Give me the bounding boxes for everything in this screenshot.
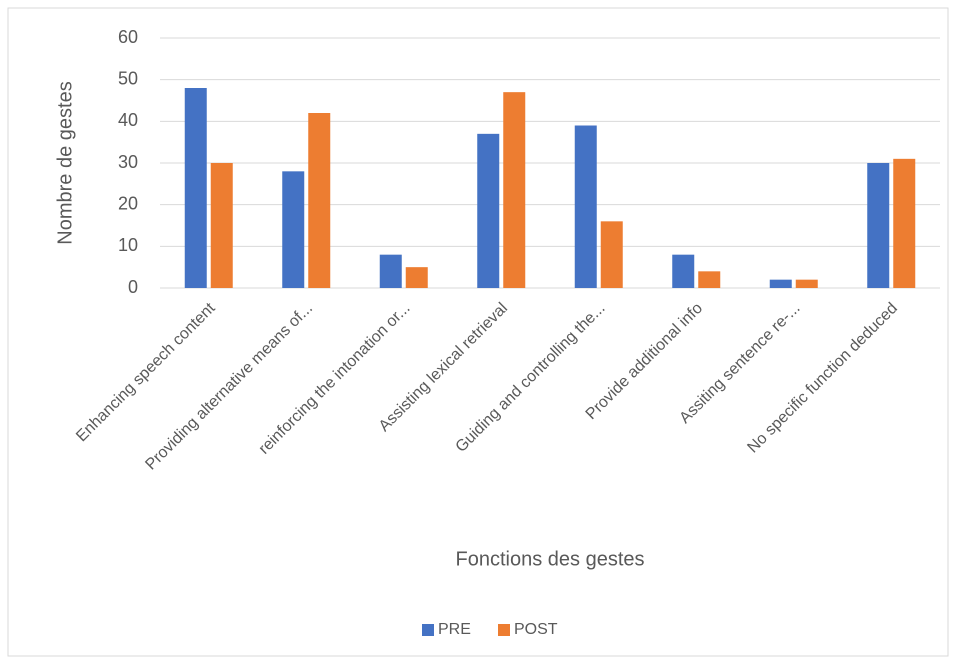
legend-label: PRE (438, 621, 471, 638)
bar (503, 92, 526, 289)
bar (379, 254, 402, 288)
y-tick-label: 50 (118, 68, 138, 88)
bar (574, 125, 597, 288)
legend-label: POST (514, 621, 558, 638)
x-axis-label: Fonctions des gestes (456, 548, 645, 570)
y-tick-label: 30 (118, 152, 138, 172)
bar (477, 133, 500, 288)
y-axis-label: Nombre de gestes (54, 81, 76, 244)
bar (600, 221, 623, 288)
y-tick-label: 10 (118, 235, 138, 255)
bar (893, 158, 916, 288)
y-tick-label: 0 (128, 277, 138, 297)
bar (282, 171, 305, 288)
bar (672, 254, 695, 288)
bar (405, 267, 428, 288)
y-tick-label: 40 (118, 110, 138, 130)
bar (184, 88, 207, 288)
chart-border (7, 7, 949, 657)
legend-swatch (498, 624, 510, 636)
y-tick-label: 60 (118, 27, 138, 47)
bar (795, 279, 818, 288)
bar (867, 163, 890, 288)
bar (698, 271, 721, 288)
bar (210, 163, 233, 288)
bar (769, 279, 792, 288)
legend-swatch (422, 624, 434, 636)
bar (308, 113, 331, 288)
y-tick-label: 20 (118, 193, 138, 213)
